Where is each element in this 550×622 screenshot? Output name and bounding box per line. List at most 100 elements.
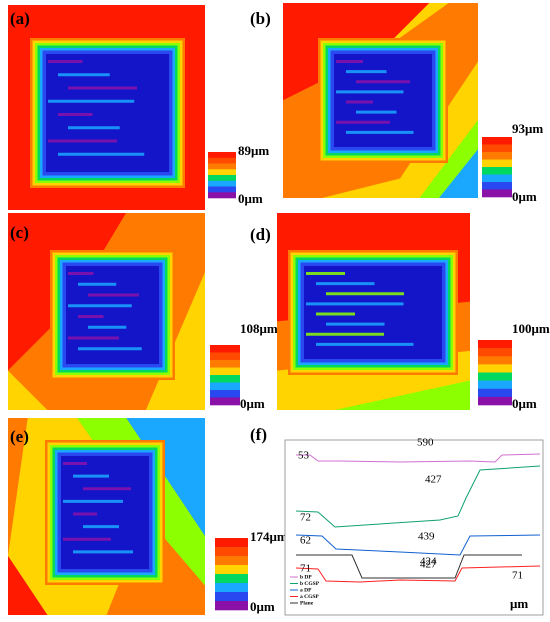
colorbar-min: 0μm (240, 396, 265, 411)
colorbar-max: 100μm (512, 321, 550, 336)
colorbar-band (478, 364, 512, 373)
depth-label: 71 (300, 563, 311, 575)
colorbar-band (208, 163, 236, 170)
profile-line (295, 565, 541, 583)
legend-entry: b CGSP (300, 581, 320, 587)
pit-streak (88, 325, 127, 329)
pit-streak (336, 90, 404, 94)
colorbar-band (482, 174, 512, 183)
colorbar-band (215, 592, 248, 602)
colorbar-band (210, 375, 240, 383)
colorbar-min: 0μm (238, 191, 263, 206)
profile-line (296, 453, 541, 463)
legend-entry: a CGSP (300, 594, 319, 600)
pit-streak (346, 130, 414, 134)
pit-streak (68, 86, 137, 90)
map-region (8, 555, 48, 615)
colorbar-band (208, 152, 236, 159)
depth-label: 590 (417, 437, 434, 449)
pit-streak (326, 292, 404, 296)
pit-streak (63, 499, 123, 503)
colorbar-band (482, 159, 512, 168)
panel-label: (a) (10, 9, 30, 28)
pit-streak (58, 113, 93, 116)
depth-label: 427 (420, 559, 437, 571)
colorbar-band (482, 189, 512, 198)
legend-entry: Plane (300, 600, 314, 606)
pit-streak (336, 60, 363, 63)
profile-frame (284, 439, 544, 616)
colorbar-max: 108μm (240, 321, 278, 336)
colorbar-band (215, 565, 248, 575)
panel-label: (b) (250, 9, 271, 28)
colorbar-band (210, 352, 240, 361)
depth-map: (b) 93μm 0μm (250, 3, 543, 204)
colorbar-band (215, 538, 248, 548)
pit-streak (316, 312, 355, 316)
pit-streak (356, 110, 397, 114)
colorbar-band (482, 137, 512, 145)
colorbar-band (210, 367, 240, 376)
colorbar-band (215, 601, 248, 611)
pit-streak (88, 293, 139, 297)
depth-maps: (a) 89μm 0μm (b) 93μm 0μm (c) 108μm 0μm (d) 100μm 0… (8, 3, 550, 615)
pit-streak (78, 282, 117, 286)
pit-streak (336, 120, 390, 124)
colorbar-band (215, 583, 248, 593)
colorbar-max: 93μm (512, 121, 543, 136)
profile-line (296, 554, 522, 579)
pit-streak (346, 100, 373, 104)
panel-label: (d) (250, 225, 271, 244)
colorbar-band (482, 152, 512, 160)
pit-streak (68, 126, 120, 130)
colorbar-band (210, 382, 240, 391)
colorbar-band (478, 348, 512, 357)
pit-streak (63, 462, 87, 465)
depth-label: 424 (420, 556, 437, 568)
map-region (334, 380, 470, 410)
colorbar-min: 0μm (512, 189, 537, 204)
depth-label: 427 (425, 474, 442, 486)
pit-streak (356, 80, 410, 84)
pit-streak (306, 332, 384, 336)
colorbar-band (208, 192, 236, 199)
depth-label: 53 (298, 450, 310, 462)
unit-label: μm (510, 596, 528, 611)
pit-streak (48, 139, 117, 143)
colorbar-band (478, 388, 512, 398)
pit-streak (346, 70, 387, 74)
colorbar-band (210, 390, 240, 398)
colorbar-band (478, 396, 512, 406)
colorbar-band (208, 169, 236, 176)
profile-line (295, 534, 541, 556)
pit-streak (316, 282, 375, 286)
colorbar-band (215, 556, 248, 566)
pit-streak (326, 322, 385, 326)
pit-streak (306, 302, 404, 306)
profile-line (295, 465, 541, 528)
depth-map: (c) 108μm 0μm (8, 213, 278, 411)
pit-streak (58, 152, 145, 156)
colorbar-band (210, 360, 240, 368)
colorbar-band (215, 547, 248, 557)
colorbar-max: 89μm (238, 143, 269, 158)
colorbar-band (208, 157, 236, 164)
colorbar-band (210, 397, 240, 406)
pit-streak (58, 73, 110, 77)
legend-entry: b DP (300, 574, 312, 580)
pit-streak (83, 487, 131, 491)
depth-map: (d) 100μm 0μm (250, 213, 550, 411)
depth-label: 71 (512, 570, 523, 582)
pit-streak (68, 336, 119, 340)
depth-label: 72 (300, 512, 311, 524)
pit-streak (306, 272, 345, 275)
pit-streak (73, 474, 109, 478)
map-region (439, 149, 478, 198)
colorbar-band (482, 182, 512, 190)
pit-streak (73, 550, 133, 554)
colorbar-band (478, 380, 512, 390)
pit-streak (63, 537, 111, 541)
depth-label: 62 (300, 535, 311, 547)
pit-streak (68, 272, 94, 275)
